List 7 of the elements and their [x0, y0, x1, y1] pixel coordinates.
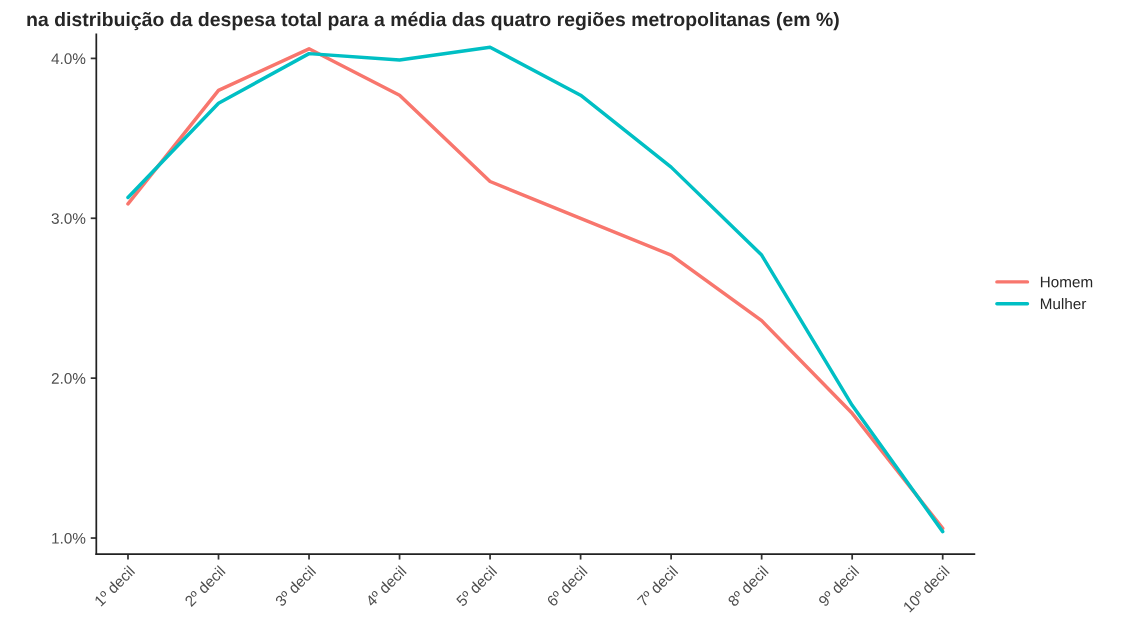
- y-tick-label: 2.0%: [51, 373, 86, 384]
- chart-title: na distribuição da despesa total para a média das quatro regiões metropolitanas (em %): [27, 11, 839, 31]
- y-tick-label: 3.0%: [51, 213, 86, 224]
- y-tick-label: 1.0%: [52, 532, 86, 544]
- legend-label: Mulher: [1040, 298, 1087, 310]
- legend-label: Homem: [1040, 276, 1093, 288]
- y-tick-label: 4.0%: [51, 53, 86, 65]
